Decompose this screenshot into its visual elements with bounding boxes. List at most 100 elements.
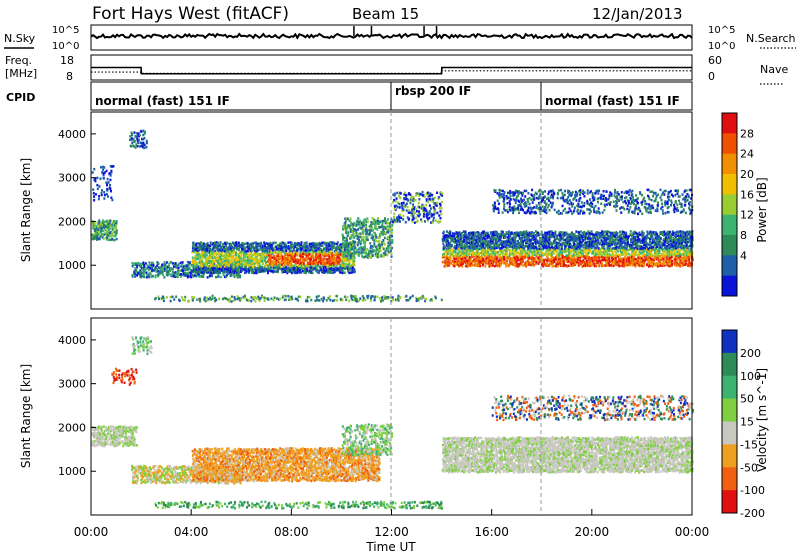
power-cell bbox=[310, 254, 313, 258]
power-cell bbox=[364, 241, 367, 244]
power-cell bbox=[251, 256, 254, 259]
power-cell bbox=[254, 246, 257, 249]
power-cell bbox=[277, 254, 280, 258]
power-cell bbox=[223, 259, 226, 263]
power-cell bbox=[602, 256, 605, 259]
power-cell bbox=[613, 248, 616, 252]
power-cell bbox=[102, 172, 105, 175]
power-cell bbox=[106, 236, 109, 239]
power-cell bbox=[480, 246, 483, 250]
power-cell bbox=[618, 246, 621, 250]
power-cell bbox=[546, 248, 549, 252]
power-cell bbox=[338, 260, 341, 264]
power-cell bbox=[380, 233, 383, 236]
power-cell bbox=[516, 231, 519, 234]
power-cell bbox=[358, 251, 361, 254]
power-cell bbox=[599, 247, 602, 251]
power-cell bbox=[484, 231, 487, 235]
power-cell bbox=[618, 238, 621, 242]
power-cell bbox=[592, 233, 595, 237]
power-cell bbox=[532, 261, 535, 265]
power-cell bbox=[488, 243, 491, 246]
power-cell bbox=[333, 262, 336, 266]
power-cell bbox=[494, 242, 497, 246]
power-cell bbox=[608, 249, 611, 252]
power-cell bbox=[221, 252, 224, 255]
power-cell bbox=[190, 269, 193, 272]
power-cell bbox=[571, 235, 574, 238]
power-cell bbox=[458, 239, 461, 243]
power-cell bbox=[511, 263, 514, 266]
power-cell bbox=[325, 266, 328, 269]
power-cell bbox=[579, 230, 582, 233]
power-cell bbox=[547, 239, 550, 243]
power-cell bbox=[593, 242, 596, 246]
power-cell bbox=[245, 252, 248, 256]
power-cell bbox=[327, 269, 330, 272]
power-cell bbox=[362, 238, 365, 242]
power-cell bbox=[93, 198, 96, 202]
power-cell bbox=[273, 270, 276, 273]
power-cell bbox=[584, 264, 587, 267]
power-cell bbox=[573, 253, 576, 256]
power-cell bbox=[158, 271, 161, 274]
power-cell bbox=[474, 252, 477, 255]
power-cell bbox=[134, 146, 137, 149]
power-cell bbox=[93, 167, 96, 171]
power-cell bbox=[535, 255, 538, 258]
power-cell bbox=[196, 265, 199, 269]
power-cell bbox=[559, 260, 562, 264]
power-cell bbox=[95, 231, 98, 235]
power-cell bbox=[583, 230, 586, 234]
power-cell bbox=[550, 247, 553, 251]
power-cell bbox=[522, 241, 525, 245]
power-cell bbox=[479, 259, 482, 262]
power-cell bbox=[274, 251, 277, 255]
power-cell bbox=[235, 246, 238, 250]
power-cell bbox=[222, 247, 225, 251]
power-cell bbox=[625, 262, 628, 266]
power-cell bbox=[267, 259, 270, 263]
power-cell bbox=[225, 248, 228, 252]
power-cell bbox=[274, 256, 277, 260]
power-cell bbox=[272, 261, 275, 264]
power-cell bbox=[250, 260, 253, 264]
power-cell bbox=[139, 269, 142, 272]
power-cell bbox=[375, 245, 378, 248]
power-cell bbox=[237, 271, 240, 275]
power-cell bbox=[464, 256, 467, 260]
power-cell bbox=[93, 222, 96, 225]
power-cell bbox=[634, 257, 637, 261]
power-cell bbox=[247, 264, 250, 267]
power-cell bbox=[455, 257, 458, 261]
power-cell bbox=[634, 260, 637, 263]
power-cell bbox=[632, 252, 635, 256]
power-cell bbox=[230, 251, 233, 254]
power-cell bbox=[600, 264, 603, 268]
power-cell bbox=[488, 240, 491, 243]
power-cell bbox=[328, 248, 331, 252]
power-cell bbox=[612, 238, 615, 242]
power-cell bbox=[220, 249, 223, 253]
power-cell bbox=[349, 244, 352, 248]
power-cell bbox=[526, 248, 529, 252]
power-cell bbox=[308, 242, 311, 246]
power-cell bbox=[215, 256, 218, 260]
power-cell bbox=[559, 262, 562, 266]
power-cell bbox=[332, 264, 335, 267]
power-cell bbox=[509, 245, 512, 249]
power-cell bbox=[261, 244, 264, 247]
power-cell bbox=[584, 241, 587, 244]
power-cell bbox=[615, 236, 618, 240]
power-cell bbox=[589, 245, 592, 248]
power-cell bbox=[96, 220, 99, 224]
power-cell bbox=[380, 255, 383, 258]
power-cell bbox=[214, 271, 217, 274]
power-cell bbox=[620, 264, 623, 268]
power-cell bbox=[337, 253, 340, 256]
power-cell bbox=[327, 253, 330, 257]
noise-sky-label: N.Sky bbox=[4, 32, 36, 45]
power-cell bbox=[459, 233, 462, 236]
power-cell bbox=[156, 261, 159, 264]
power-cell bbox=[243, 257, 246, 261]
